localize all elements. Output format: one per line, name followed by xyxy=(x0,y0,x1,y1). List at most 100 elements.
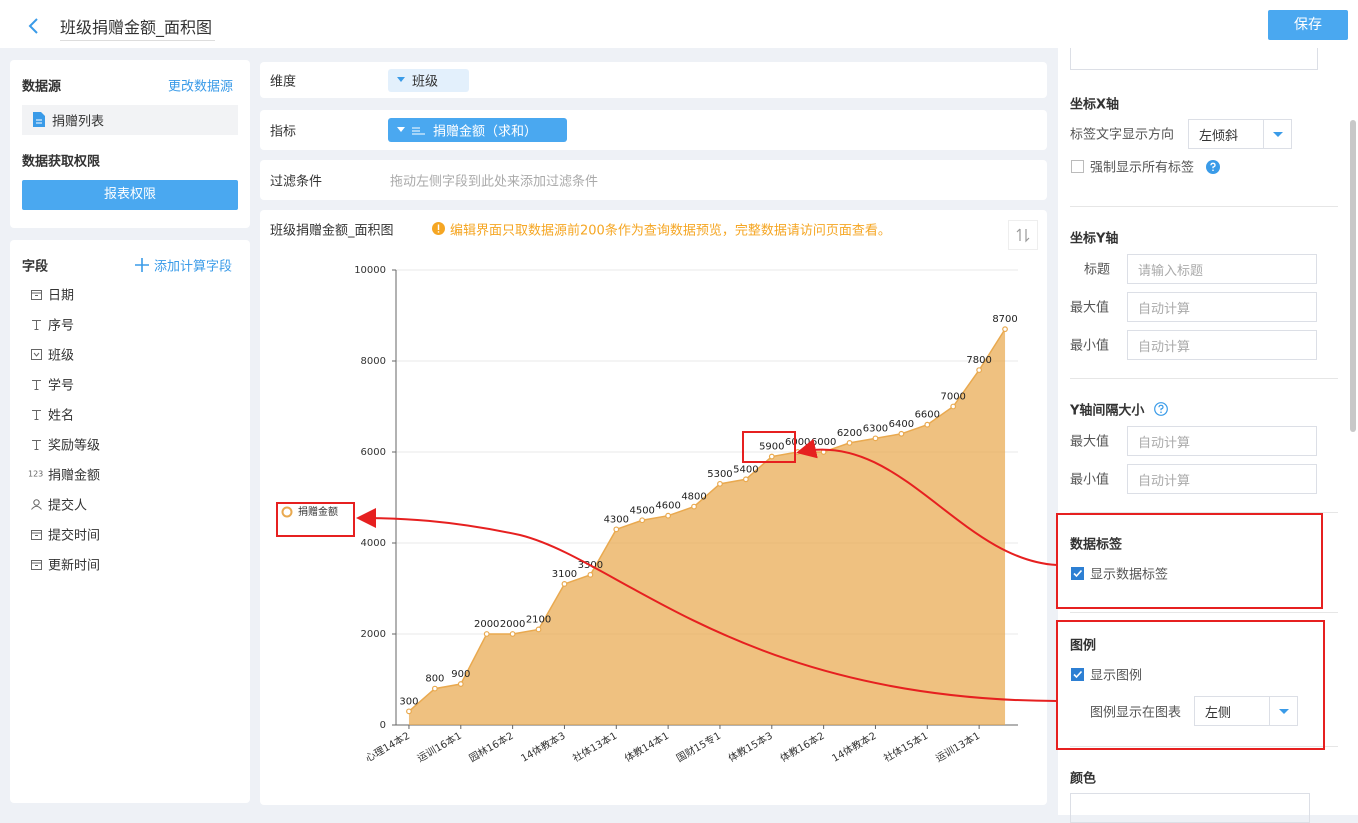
field-icon xyxy=(32,320,41,330)
legend-label: 显示图例 xyxy=(1090,668,1143,684)
data-point xyxy=(457,681,464,687)
data-label: 2100 xyxy=(526,614,551,625)
field-name[interactable]: 提交时间 xyxy=(48,528,101,544)
legend-label: 捐赠金额 xyxy=(298,505,338,518)
field-icon: 123 xyxy=(28,469,44,479)
chip-arrow xyxy=(397,77,405,82)
dimension-chip[interactable] xyxy=(388,69,469,92)
field-icon xyxy=(31,560,42,570)
area xyxy=(408,329,1006,725)
field-name[interactable]: 日期 xyxy=(48,288,75,304)
add-icon[interactable] xyxy=(135,258,149,272)
field-icon xyxy=(31,349,42,360)
data-label: 3100 xyxy=(552,569,577,580)
field-icon xyxy=(31,530,42,540)
filter-label: 过滤条件 xyxy=(270,174,323,190)
data-label: 2000 xyxy=(500,619,525,630)
data-point xyxy=(950,403,957,410)
x-tick-label: 国财15专1 xyxy=(674,729,723,765)
data-labels-label: 显示数据标签 xyxy=(1090,567,1169,583)
color-select[interactable] xyxy=(1070,793,1310,823)
y-name-label: 标题 xyxy=(1084,262,1111,278)
data-label: 5300 xyxy=(707,469,732,480)
x-tick-label: 运训13本1 xyxy=(933,729,982,765)
title-underline xyxy=(60,40,215,41)
field-name[interactable]: 序号 xyxy=(48,318,75,334)
y-max-input[interactable]: 自动计算 xyxy=(1127,292,1317,322)
permission-button[interactable]: 报表权限 xyxy=(22,180,238,210)
data-label: 6300 xyxy=(863,423,888,434)
add-field-link[interactable]: 添加计算字段 xyxy=(154,259,233,275)
data-label: 6600 xyxy=(915,410,940,421)
field-name[interactable]: 学号 xyxy=(48,378,75,394)
help-icon[interactable] xyxy=(1206,160,1220,174)
dataset-box[interactable] xyxy=(22,105,238,135)
data-labels-checkbox[interactable] xyxy=(1071,567,1084,580)
data-label: 6200 xyxy=(837,428,862,439)
help-icon[interactable] xyxy=(1154,402,1168,416)
filter-placeholder[interactable]: 拖动左侧字段到此处来添加过滤条件 xyxy=(390,174,599,190)
dimension-label: 维度 xyxy=(270,74,297,90)
y-name-input[interactable]: 请输入标题 xyxy=(1127,254,1317,284)
y-tick-label: 8000 xyxy=(361,356,386,367)
permission-label: 数据获取权限 xyxy=(22,154,101,170)
data-point xyxy=(846,439,853,446)
field-icon xyxy=(31,499,42,510)
x-tick-label: 心理14本2 xyxy=(363,729,412,765)
chart-title: 班级捐赠金额_面积图 xyxy=(270,223,394,239)
legend-position-select[interactable]: 左侧 xyxy=(1194,696,1298,726)
metric-chip[interactable] xyxy=(388,118,567,142)
field-icon xyxy=(32,410,41,420)
field-name[interactable]: 姓名 xyxy=(48,408,75,424)
data-point xyxy=(768,453,775,460)
data-label: 6400 xyxy=(889,419,914,430)
data-point xyxy=(665,512,672,519)
y-min-input[interactable]: 自动计算 xyxy=(1127,330,1317,360)
data-point xyxy=(431,685,438,692)
legend-checkbox[interactable] xyxy=(1071,668,1084,681)
fields-label: 字段 xyxy=(22,259,49,275)
interval-max-input[interactable]: 自动计算 xyxy=(1127,426,1317,456)
field-name[interactable]: 班级 xyxy=(48,348,75,364)
y-min-label: 最小值 xyxy=(1070,338,1110,354)
color-title: 颜色 xyxy=(1070,771,1097,787)
data-point xyxy=(613,526,620,533)
data-label: 900 xyxy=(451,669,470,680)
data-label: 5900 xyxy=(759,442,784,453)
field-icon xyxy=(32,380,41,390)
y-axis-title: 坐标Y轴 xyxy=(1070,231,1119,247)
select-arrow xyxy=(1263,120,1291,148)
data-point xyxy=(794,449,801,455)
y-tick-label: 2000 xyxy=(361,629,386,640)
scrollbar[interactable] xyxy=(1350,120,1356,432)
field-icon xyxy=(31,290,42,300)
data-label: 8700 xyxy=(992,314,1017,325)
change-datasource-link[interactable]: 更改数据源 xyxy=(168,79,234,95)
x-tick-label: 社体13本1 xyxy=(570,729,619,765)
divider xyxy=(1070,612,1338,613)
x-tick-label: 体教16本2 xyxy=(778,729,827,765)
save-button[interactable]: 保存 xyxy=(1268,10,1348,40)
cut-input[interactable] xyxy=(1070,48,1318,70)
interval-min-input[interactable]: 自动计算 xyxy=(1127,464,1317,494)
direction-label: 标签文字显示方向 xyxy=(1070,127,1175,143)
y-tick-label: 4000 xyxy=(361,538,386,549)
x-tick-label: 园林16本2 xyxy=(467,729,516,765)
sort-button[interactable] xyxy=(1008,220,1038,250)
force-labels-checkbox[interactable] xyxy=(1071,160,1084,173)
y-max-label: 最大值 xyxy=(1070,300,1110,316)
field-name[interactable]: 更新时间 xyxy=(48,558,101,574)
x-tick-label: 社体15本1 xyxy=(881,729,930,765)
datasource-label: 数据源 xyxy=(22,79,62,95)
data-label: 4600 xyxy=(655,501,680,512)
field-name[interactable]: 提交人 xyxy=(48,498,88,514)
data-label: 7800 xyxy=(966,355,991,366)
data-point xyxy=(872,435,879,442)
field-name[interactable]: 奖励等级 xyxy=(48,438,101,454)
interval-max-label: 最大值 xyxy=(1070,434,1110,450)
field-name[interactable]: 捐赠金额 xyxy=(48,468,101,484)
data-label: 2000 xyxy=(474,619,499,630)
back-button[interactable] xyxy=(26,17,42,35)
direction-select[interactable]: 左倾斜 xyxy=(1188,119,1292,149)
legend-title: 图例 xyxy=(1070,638,1097,654)
